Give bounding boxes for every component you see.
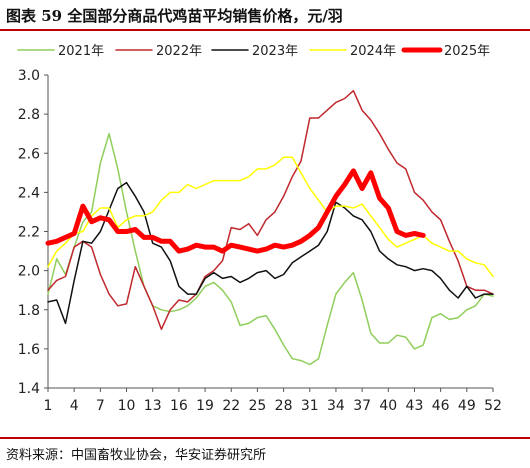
title-rule — [0, 29, 530, 31]
y-tick-label: 2.6 — [18, 146, 40, 162]
x-tick-label: 40 — [379, 398, 397, 414]
x-tick-label: 13 — [144, 398, 162, 414]
series-line-2 — [47, 89, 494, 331]
y-tick-label: 2.0 — [18, 264, 40, 280]
y-tick-label: 1.6 — [18, 342, 40, 358]
x-tick-label: 43 — [406, 398, 424, 414]
x-tick-label: 31 — [301, 398, 319, 414]
series-lines — [45, 89, 494, 366]
y-tick-label: 1.8 — [18, 303, 40, 319]
figure-title: 图表 59 全国部分商品代鸡苗平均销售价格，元/羽 — [6, 7, 343, 25]
series-line-4 — [47, 156, 494, 278]
series-line-5 — [45, 168, 426, 254]
x-tick-label: 7 — [96, 398, 105, 414]
x-tick-label: 10 — [118, 398, 136, 414]
x-tick-label: 25 — [248, 398, 266, 414]
legend: 2021年 2022年 2023年 2024年 2025年 — [17, 44, 490, 59]
x-tick-label: 34 — [327, 398, 345, 414]
legend-label-5: 2025年 — [444, 44, 490, 59]
series-line-3 — [47, 181, 494, 325]
x-tick-label: 4 — [70, 398, 79, 414]
y-tick-label: 2.4 — [18, 185, 40, 201]
x-tick-label: 49 — [458, 398, 476, 414]
x-tick-label: 52 — [484, 398, 502, 414]
x-tick-label: 19 — [196, 398, 214, 414]
x-tick-label: 16 — [170, 398, 188, 414]
x-tick-label: 28 — [275, 398, 293, 414]
legend-label-4: 2024年 — [350, 44, 396, 59]
x-tick-label: 37 — [353, 398, 371, 414]
figure-source: 资料来源：中国畜牧业协会，华安证券研究所 — [6, 448, 267, 463]
y-tick-label: 2.8 — [18, 107, 40, 123]
series-line-1 — [47, 132, 494, 366]
axes: 1.4 1.6 1.8 2.0 2.2 2.4 2.6 2.8 3.0 1 4 7 10 13 16 19 22… — [18, 68, 502, 414]
legend-label-1: 2021年 — [58, 44, 104, 59]
source-rule — [0, 437, 530, 439]
y-tick-label: 2.2 — [18, 225, 40, 241]
legend-label-3: 2023年 — [252, 44, 298, 59]
x-tick-label: 1 — [44, 398, 53, 414]
x-tick-label: 22 — [222, 398, 240, 414]
legend-label-2: 2022年 — [156, 44, 202, 59]
y-tick-label: 1.4 — [18, 381, 40, 397]
y-tick-label: 3.0 — [18, 68, 40, 84]
x-tick-label: 46 — [432, 398, 450, 414]
